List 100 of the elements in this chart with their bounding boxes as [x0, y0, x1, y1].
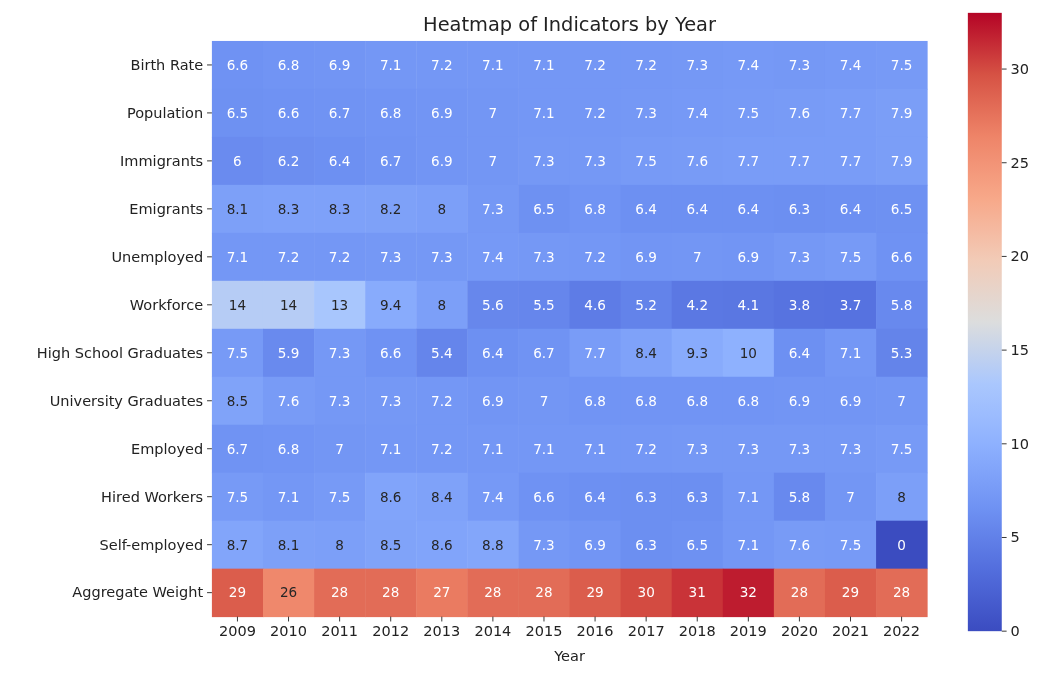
data-label: 6.9 — [737, 248, 760, 265]
data-label: 8.6 — [379, 488, 402, 505]
data-label: 6.8 — [379, 104, 402, 121]
data-label: 6 — [233, 152, 242, 169]
data-label: 6.7 — [226, 440, 249, 457]
data-label: 7.3 — [635, 104, 657, 121]
data-label: 6.9 — [635, 248, 657, 265]
data-label: 6.4 — [788, 344, 811, 361]
data-label: 7.3 — [533, 536, 555, 553]
data-label: 7.2 — [584, 56, 606, 73]
data-label: 7.5 — [890, 56, 913, 73]
data-label: 7.4 — [482, 248, 504, 265]
data-label: 6.4 — [686, 200, 709, 217]
data-label: 7.7 — [737, 152, 760, 169]
data-label: 8.6 — [431, 536, 453, 553]
data-label: 6.6 — [277, 104, 300, 121]
y-tick-label: Aggregate Weight — [72, 584, 204, 601]
data-label: 28 — [484, 584, 502, 601]
data-label: 7.3 — [737, 440, 760, 457]
data-label: 7.1 — [482, 56, 504, 73]
data-label: 6.5 — [686, 536, 709, 553]
data-label: 8.7 — [226, 536, 249, 553]
y-tick-label: Self-employed — [99, 536, 204, 553]
data-label: 7.6 — [788, 104, 811, 121]
y-tick-label: University Graduates — [49, 392, 204, 409]
data-label: 7.4 — [482, 488, 504, 505]
color-bar-label: 5 — [1010, 529, 1020, 546]
data-label: 7.4 — [737, 56, 760, 73]
data-label: 3.7 — [839, 296, 862, 313]
data-label: 7.5 — [226, 488, 249, 505]
data-label: 7.2 — [584, 104, 606, 121]
x-tick-label: 2009 — [218, 623, 256, 640]
data-label: 7.9 — [890, 104, 913, 121]
x-tick-label: 2016 — [576, 623, 614, 640]
data-label: 7.1 — [839, 344, 862, 361]
color-bar-label: 25 — [1010, 154, 1029, 171]
data-label: 7.3 — [584, 152, 606, 169]
data-label: 7.1 — [533, 56, 555, 73]
data-label: 6.2 — [277, 152, 300, 169]
data-label: 6.9 — [584, 536, 606, 553]
color-bar-label: 15 — [1010, 341, 1029, 358]
color-bar-label: 0 — [1010, 623, 1020, 640]
data-label: 10 — [739, 344, 757, 361]
data-label: 7.3 — [328, 344, 351, 361]
data-label: 28 — [331, 584, 349, 601]
data-label: 7.1 — [737, 536, 760, 553]
data-label: 7.3 — [788, 248, 811, 265]
data-label: 28 — [382, 584, 400, 601]
data-label: 7.2 — [584, 248, 606, 265]
data-label: 7.3 — [788, 440, 811, 457]
data-label: 6.8 — [584, 392, 606, 409]
x-tick-label: 2018 — [678, 623, 716, 640]
data-label: 6.8 — [584, 200, 606, 217]
data-label: 4.6 — [584, 296, 606, 313]
data-label: 7.7 — [839, 104, 862, 121]
data-label: 7 — [488, 152, 498, 169]
data-label: 7.1 — [584, 440, 606, 457]
y-tick-label: Workforce — [129, 296, 204, 313]
x-tick-label: 2011 — [321, 623, 359, 640]
data-label: 7.2 — [431, 392, 453, 409]
data-label: 6.4 — [584, 488, 606, 505]
data-label: 7.3 — [788, 56, 811, 73]
data-label: 6.4 — [635, 200, 657, 217]
data-label: 7.3 — [686, 440, 709, 457]
data-label: 6.7 — [379, 152, 402, 169]
data-label: 6.8 — [737, 392, 760, 409]
data-label: 26 — [279, 584, 298, 601]
data-label: 7.3 — [431, 248, 453, 265]
data-label: 9.3 — [686, 344, 709, 361]
data-label: 7.3 — [533, 152, 555, 169]
data-label: 7.3 — [533, 248, 555, 265]
data-label: 5.9 — [277, 344, 300, 361]
data-label: 7 — [488, 104, 498, 121]
data-label: 5.6 — [482, 296, 504, 313]
data-label: 7.1 — [379, 440, 402, 457]
data-label: 7.1 — [533, 440, 555, 457]
data-label: 6.9 — [328, 56, 351, 73]
y-tick-label: Hired Workers — [101, 488, 204, 505]
y-tick-label: Immigrants — [120, 152, 204, 169]
x-tick-label: 2022 — [883, 623, 921, 640]
data-label: 6.8 — [635, 392, 657, 409]
data-label: 7.5 — [226, 344, 249, 361]
data-label: 7.3 — [379, 248, 402, 265]
data-label: 28 — [535, 584, 553, 601]
data-label: 7.6 — [686, 152, 709, 169]
data-label: 8.1 — [277, 536, 300, 553]
data-label: 7.6 — [788, 536, 811, 553]
chart-title: Heatmap of Indicators by Year — [423, 13, 716, 37]
x-tick-label: 2017 — [627, 623, 665, 640]
data-label: 8 — [897, 488, 906, 505]
y-tick-label: Population — [126, 104, 204, 121]
data-label: 7.1 — [379, 56, 402, 73]
data-label: 30 — [637, 584, 655, 601]
data-label: 7 — [335, 440, 344, 457]
data-label: 7.5 — [890, 440, 913, 457]
data-label: 5.8 — [890, 296, 913, 313]
data-label: 6.9 — [431, 152, 453, 169]
data-label: 7.7 — [584, 344, 606, 361]
data-label: 5.8 — [788, 488, 811, 505]
data-label: 7.2 — [635, 56, 657, 73]
